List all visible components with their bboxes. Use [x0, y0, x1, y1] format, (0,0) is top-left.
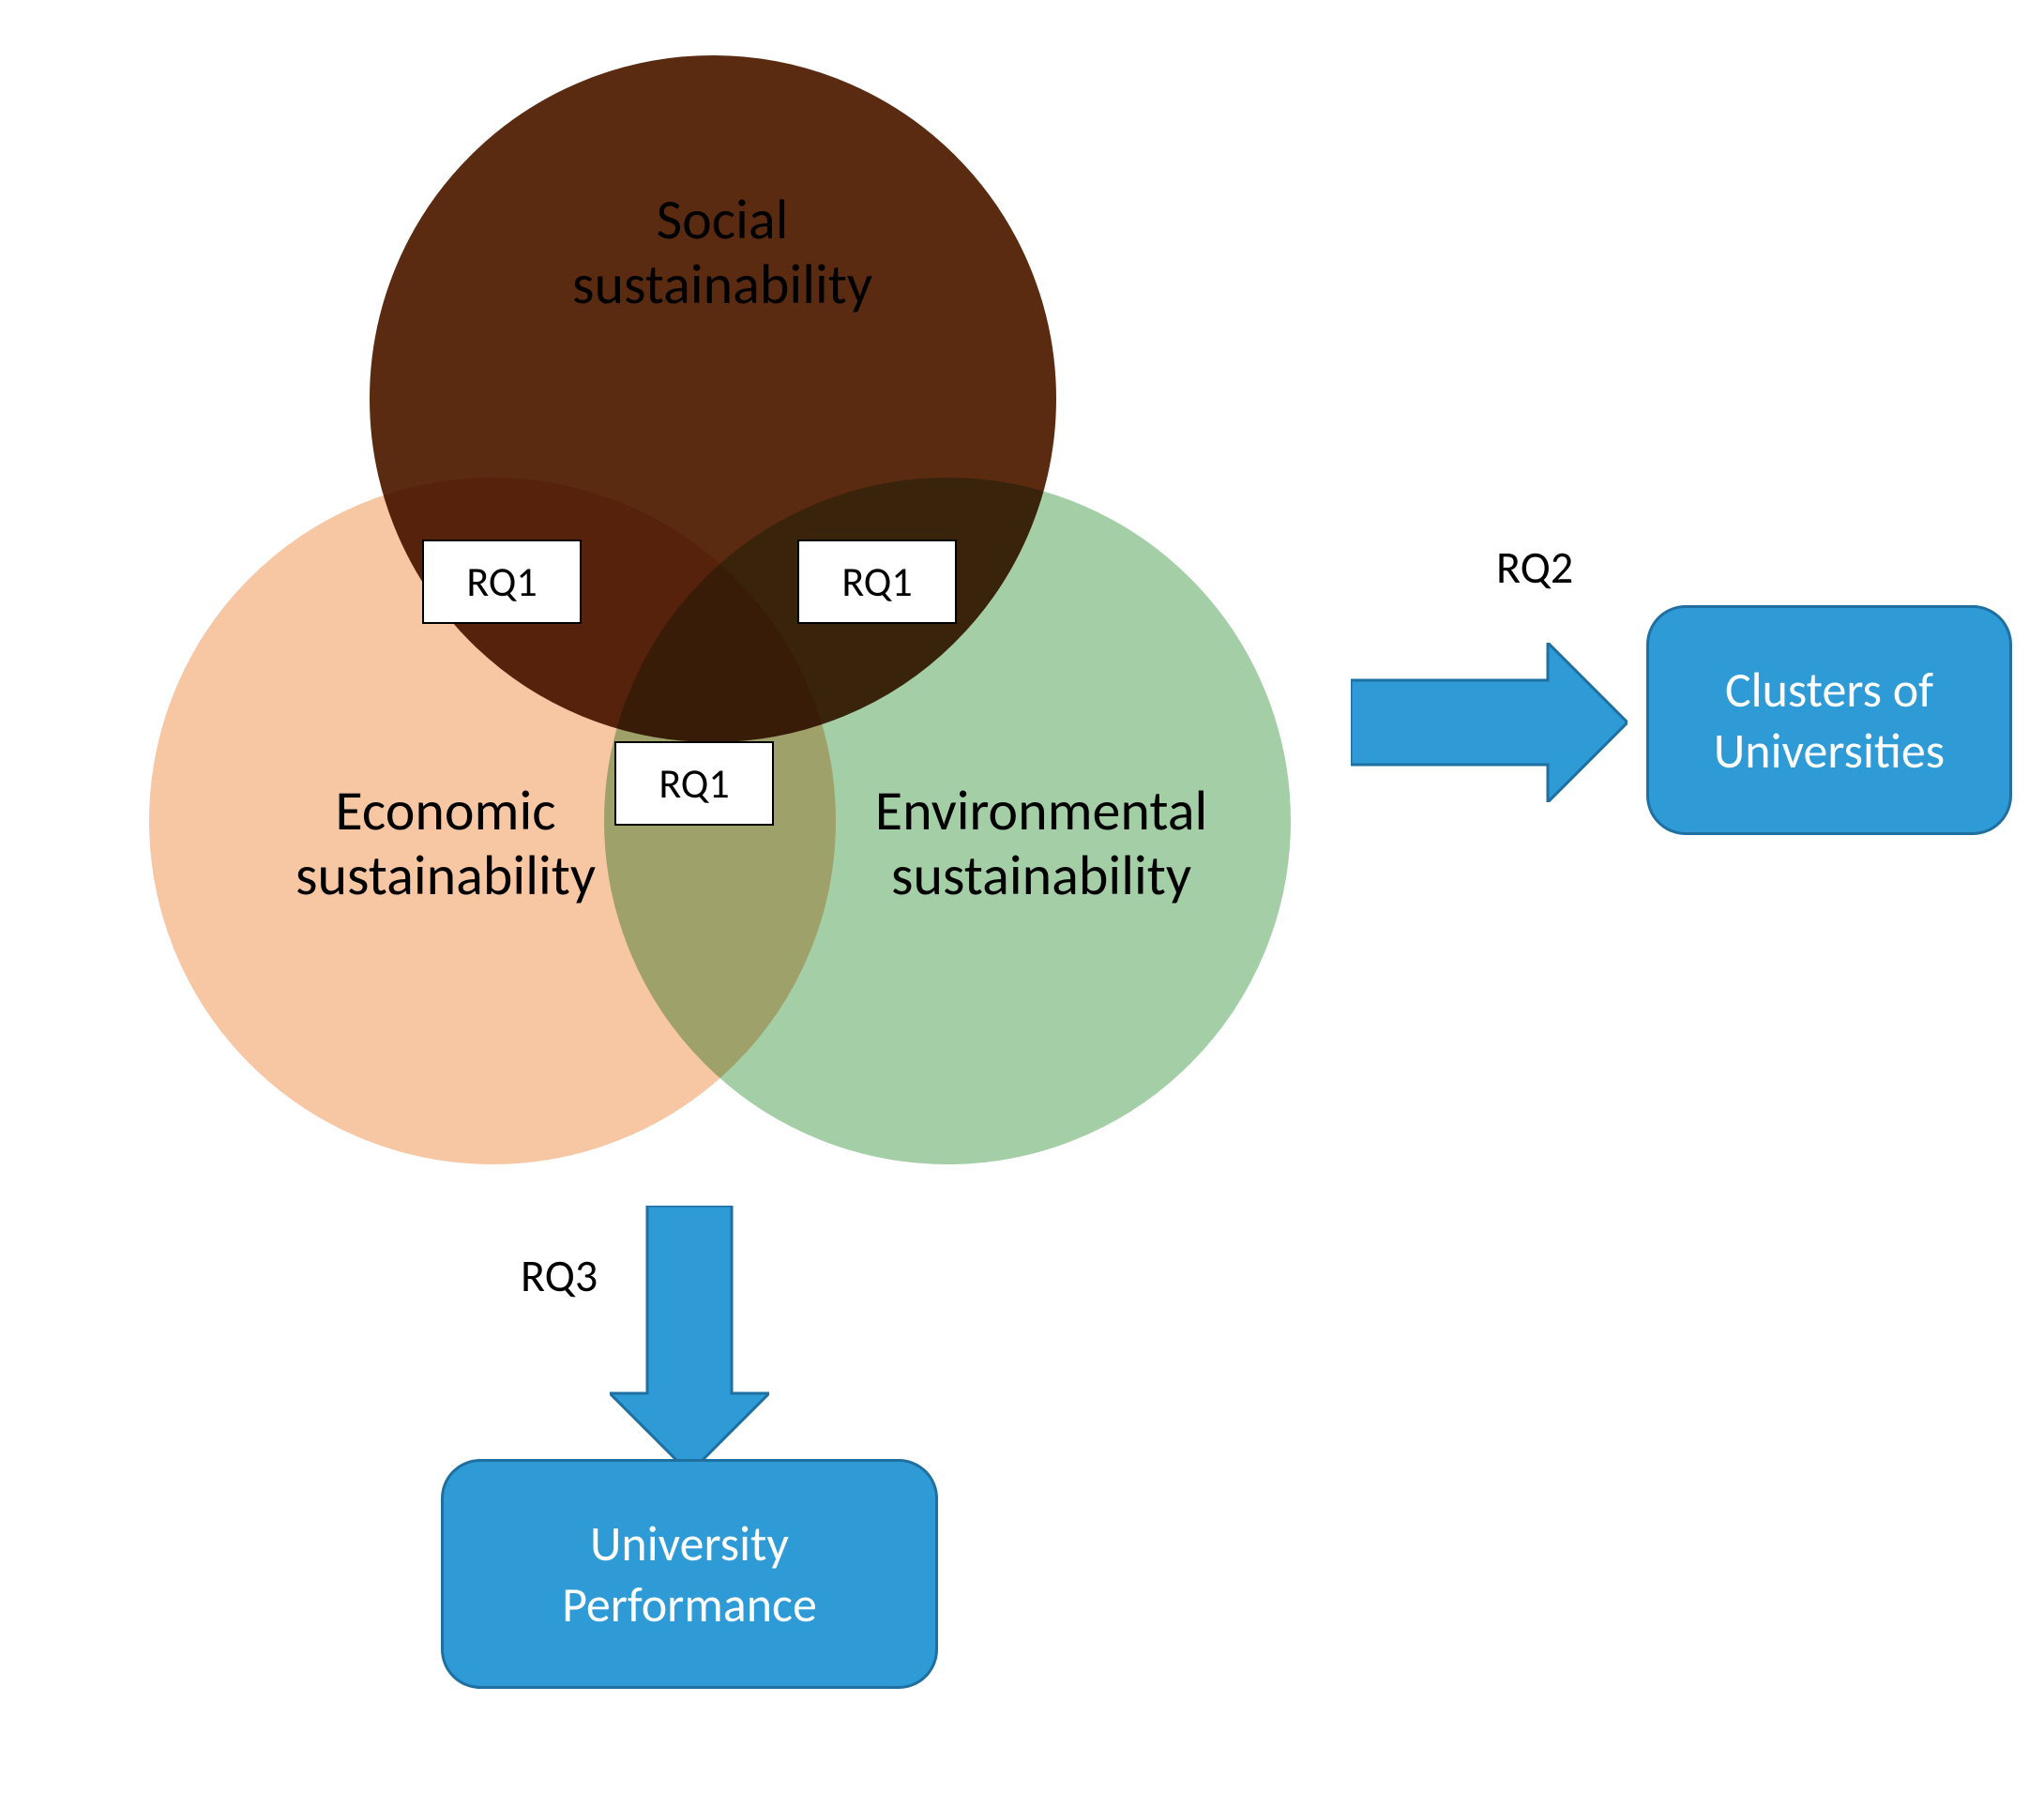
rq-box-rq1-left: RQ1	[422, 539, 582, 624]
label-rq2: RQ2	[1496, 539, 1573, 595]
output-box-university: UniversityPerformance	[441, 1459, 938, 1689]
arrow-down	[610, 1206, 769, 1473]
rq-box-rq1-center: RQ1	[614, 741, 774, 826]
diagram-stage: SocialsustainabilityEconomicsustainabili…	[0, 0, 2044, 1793]
output-box-clusters: Clusters ofUniversities	[1646, 605, 2012, 835]
label-rq3: RQ3	[521, 1248, 598, 1303]
arrow-right	[1351, 643, 1628, 802]
rq-box-rq1-right: RQ1	[797, 539, 957, 624]
